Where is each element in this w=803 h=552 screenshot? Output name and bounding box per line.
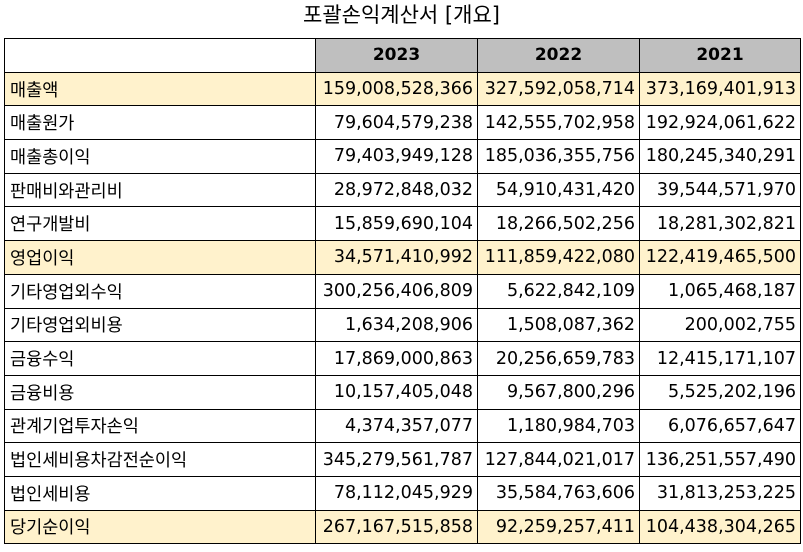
value-cell: 5,622,842,109 (477, 273, 640, 309)
row-label: 매출원가 (4, 105, 316, 141)
value-cell: 4,374,357,077 (315, 408, 478, 444)
header-row: 2023 2022 2021 (4, 38, 801, 73)
table-row: 영업이익 34,571,410,992 111,859,422,080 122,419… (4, 240, 801, 275)
value-cell: 327,592,058,714 (477, 71, 640, 107)
value-cell: 1,508,087,362 (477, 307, 640, 343)
column-header: 2023 (315, 38, 478, 73)
table-row: 매출총이익 79,403,949,128 185,036,355,756 180,24… (4, 139, 801, 174)
page-title: 포괄손익계산서 [개요] (303, 3, 500, 27)
row-label: 당기순이익 (4, 509, 316, 545)
value-cell: 1,180,984,703 (477, 408, 640, 444)
row-label: 법인세비용차감전순이익 (4, 442, 316, 477)
value-cell: 39,544,571,970 (639, 172, 801, 208)
table-row: 기타영업외비용 1,634,208,906 1,508,087,362 200,002… (4, 307, 801, 343)
value-cell: 345,279,561,787 (315, 442, 478, 477)
value-cell: 17,869,000,863 (315, 341, 478, 376)
value-cell: 111,859,422,080 (477, 240, 640, 275)
value-cell: 34,571,410,992 (315, 240, 478, 275)
value-cell: 136,251,557,490 (639, 442, 801, 477)
table-row: 당기순이익 267,167,515,858 92,259,257,411 104,43… (4, 509, 801, 545)
value-cell: 200,002,755 (639, 307, 801, 343)
value-cell: 185,036,355,756 (477, 139, 640, 174)
row-label: 법인세비용 (4, 475, 316, 511)
row-label: 기타영업외비용 (4, 307, 316, 343)
table-row: 연구개발비 15,859,690,104 18,266,502,256 18,281,… (4, 206, 801, 242)
table-row: 기타영업외수익 300,256,406,809 5,622,842,109 1,065… (4, 273, 801, 309)
table-row: 판매비와관리비 28,972,848,032 54,910,431,420 39,54… (4, 172, 801, 208)
value-cell: 35,584,763,606 (477, 475, 640, 511)
value-cell: 20,256,659,783 (477, 341, 640, 376)
value-cell: 180,245,340,291 (639, 139, 801, 174)
value-cell: 192,924,061,622 (639, 105, 801, 141)
value-cell: 31,813,253,225 (639, 475, 801, 511)
value-cell: 79,604,579,238 (315, 105, 478, 141)
value-cell: 300,256,406,809 (315, 273, 478, 309)
value-cell: 12,415,171,107 (639, 341, 801, 376)
value-cell: 267,167,515,858 (315, 509, 478, 545)
value-cell: 104,438,304,265 (639, 509, 801, 545)
table-row: 금융수익 17,869,000,863 20,256,659,783 12,415,1… (4, 341, 801, 376)
value-cell: 79,403,949,128 (315, 139, 478, 174)
value-cell: 10,157,405,048 (315, 374, 478, 410)
value-cell: 5,525,202,196 (639, 374, 801, 410)
value-cell: 18,266,502,256 (477, 206, 640, 242)
row-label: 금융수익 (4, 341, 316, 376)
value-cell: 9,567,800,296 (477, 374, 640, 410)
value-cell: 142,555,702,958 (477, 105, 640, 141)
value-cell: 6,076,657,647 (639, 408, 801, 444)
table-body: 매출액 159,008,528,366 327,592,058,714 373,169… (4, 71, 801, 545)
value-cell: 159,008,528,366 (315, 71, 478, 107)
value-cell: 92,259,257,411 (477, 509, 640, 545)
value-cell: 28,972,848,032 (315, 172, 478, 208)
value-cell: 54,910,431,420 (477, 172, 640, 208)
value-cell: 18,281,302,821 (639, 206, 801, 242)
value-cell: 78,112,045,929 (315, 475, 478, 511)
column-header: 2022 (477, 38, 640, 73)
column-header: 2021 (639, 38, 801, 73)
table-row: 매출원가 79,604,579,238 142,555,702,958 192,924… (4, 105, 801, 141)
row-label: 매출액 (4, 71, 316, 107)
table-row: 법인세비용 78,112,045,929 35,584,763,606 31,813,… (4, 475, 801, 511)
value-cell: 122,419,465,500 (639, 240, 801, 275)
header-corner-cell (4, 38, 316, 73)
row-label: 금융비용 (4, 374, 316, 410)
value-cell: 15,859,690,104 (315, 206, 478, 242)
row-label: 매출총이익 (4, 139, 316, 174)
value-cell: 127,844,021,017 (477, 442, 640, 477)
table-row: 법인세비용차감전순이익 345,279,561,787 127,844,021,01… (4, 442, 801, 477)
value-cell: 1,634,208,906 (315, 307, 478, 343)
table-row: 금융비용 10,157,405,048 9,567,800,296 5,525,202… (4, 374, 801, 410)
value-cell: 1,065,468,187 (639, 273, 801, 309)
row-label: 관계기업투자손익 (4, 408, 316, 444)
table-row: 관계기업투자손익 4,374,357,077 1,180,984,703 6,076,… (4, 408, 801, 444)
row-label: 영업이익 (4, 240, 316, 275)
row-label: 연구개발비 (4, 206, 316, 242)
row-label: 판매비와관리비 (4, 172, 316, 208)
table-row: 매출액 159,008,528,366 327,592,058,714 373,169… (4, 71, 801, 107)
income-statement-table: 2023 2022 2021 매출액 159,008,528,366 327,592… (4, 38, 801, 545)
row-label: 기타영업외수익 (4, 273, 316, 309)
value-cell: 373,169,401,913 (639, 71, 801, 107)
